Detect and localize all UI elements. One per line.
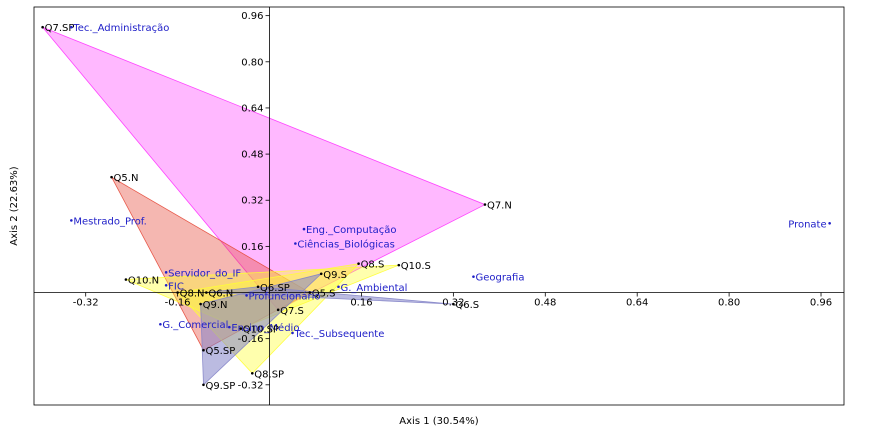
point-label-q6-sp: Q6.SP (260, 283, 290, 294)
polygon-layer (42, 26, 486, 386)
point-label-pronate: Pronate (788, 219, 826, 230)
point-label-eng-computacao: Eng._Computação (306, 225, 397, 236)
point-q6-sp (256, 285, 260, 289)
x-tick-label: -0.16 (165, 298, 191, 309)
y-axis-title: Axis 2 (22.63%) (9, 166, 20, 245)
point-label-servidor-do-if: Servidor_do_IF (168, 268, 241, 279)
y-tick-label: 0.32 (241, 196, 263, 207)
point-label-q5-n: Q5.N (114, 173, 139, 184)
x-tick-label: 0.16 (350, 298, 372, 309)
y-tick-label: -0.16 (238, 334, 264, 345)
point-geografia (472, 275, 475, 278)
point-q5-s (308, 291, 312, 294)
point-label-q7-sp: Q7.SP (45, 23, 75, 34)
point-q8-n (176, 291, 179, 294)
y-tick-label: 0.48 (241, 150, 263, 161)
x-tick-label: 0.64 (626, 298, 648, 309)
point-label-g-comercial: G._Comercial (162, 320, 228, 331)
point-q5-n (110, 175, 113, 179)
polygon-6 (206, 286, 454, 305)
axes-layer: -0.32 -0.16 0.16 0.32 0.48 0.64 0.80 0.96 -0.32 -… (34, 7, 844, 405)
point-mestrado-prof (70, 219, 73, 222)
x-tick-label: 0.96 (810, 298, 832, 309)
x-tick-label: -0.32 (73, 298, 99, 309)
x-tick-label: 0.80 (718, 298, 740, 309)
point-label-profuncionario: Profuncionário (249, 290, 321, 302)
point-ciencias-biologicas (294, 242, 297, 245)
point-label-q9-sp: Q9.SP (205, 381, 235, 392)
point-label-q6-s: Q6.S (455, 300, 479, 311)
point-g-ambiental (337, 285, 340, 289)
point-label-g-ambiental: G._Ambiental (340, 283, 407, 294)
point-label-q7-s: Q7.S (280, 306, 304, 317)
point-label-q9-n: Q9.N (203, 300, 228, 311)
point-label-ensino-medio: Ensino_Médio (231, 322, 299, 334)
y-tick-label: -0.32 (238, 380, 264, 391)
point-label-q10-sp: Q10.SP (243, 325, 279, 336)
point-label-tec-subsequente: Tec._Subsequente (294, 329, 385, 340)
point-label-q10-s: Q10.S (401, 261, 431, 272)
point-q9-s (319, 272, 323, 276)
y-tick-label: 0.64 (241, 103, 263, 114)
point-label-q7-n: Q7.N (487, 201, 512, 212)
point-label-fic: FIC (168, 281, 184, 292)
point-eng-computacao (302, 227, 306, 231)
point-q7-n (483, 203, 487, 206)
point-label-q8-n: Q8.N (180, 289, 205, 300)
y-tick-label: 0.16 (241, 242, 263, 253)
polygon-1 (42, 26, 486, 311)
point-label-q6-n: Q6.N (208, 289, 233, 300)
x-tick-label: 0.48 (534, 298, 556, 309)
point-q6-s (452, 302, 455, 306)
point-fic (164, 284, 168, 287)
point-q7-sp (41, 25, 44, 29)
point-q5-sp (202, 348, 205, 352)
x-axis-title: Axis 1 (30.54%) (399, 416, 478, 427)
point-q9-n (199, 302, 202, 306)
point-label-geografia: Geografia (475, 273, 524, 284)
point-label-q8-s: Q8.S (361, 260, 385, 271)
point-ensino-medio (228, 325, 231, 329)
point-q8-s (357, 262, 360, 265)
plot-frame (33, 6, 845, 406)
point-label-q9-s: Q9.S (323, 270, 347, 281)
point-q8-sp (250, 371, 254, 375)
point-g-comercial (159, 322, 162, 326)
point-q6-n (205, 291, 208, 294)
point-q10-n (124, 278, 128, 281)
point-label-ciencias-biologicas: Ciências_Biológicas (297, 238, 394, 250)
point-label-q10-n: Q10.N (128, 276, 159, 287)
point-label-q5-s: Q5.S (312, 289, 336, 300)
point-q10-sp (239, 327, 243, 330)
point-q7-s (276, 308, 280, 312)
point-label-mestrado-prof: Mestrado_Prof. (73, 216, 146, 227)
point-label-q5-sp: Q5.SP (205, 346, 235, 357)
point-pronate (828, 222, 831, 225)
y-tick-label: 0.96 (241, 11, 263, 22)
point-tec-administracao (70, 25, 73, 29)
point-tec-subsequente (291, 331, 294, 335)
point-q9-sp (202, 383, 205, 387)
point-servidor-do-if (164, 271, 168, 274)
y-tick-label: 0.80 (241, 57, 263, 68)
point-label-tec-administracao: Tec._Administração (72, 23, 169, 34)
point-label-q8-sp: Q8.SP (254, 369, 284, 380)
point-profuncionario (245, 294, 248, 297)
point-q10-s (397, 263, 401, 267)
